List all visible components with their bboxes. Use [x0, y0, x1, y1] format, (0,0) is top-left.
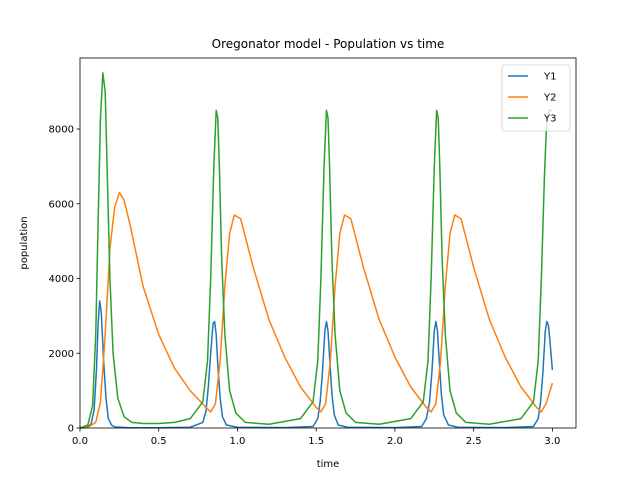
legend: Y1 Y2 Y3 [501, 64, 571, 132]
x-axis: 0.0 0.5 1.0 1.5 2.0 2.5 3.0 [72, 428, 560, 447]
chart-title: Oregonator model - Population vs time [212, 37, 445, 51]
y-axis: 0 2000 4000 6000 8000 [49, 125, 80, 435]
x-tick-label: 1.5 [308, 436, 324, 447]
x-axis-label: time [317, 459, 340, 470]
y-axis-label: population [19, 216, 30, 269]
x-tick-label: 0.0 [72, 436, 88, 447]
x-tick-label: 2.0 [387, 436, 403, 447]
series-line-y1 [79, 300, 554, 429]
x-tick-label: 0.5 [151, 436, 167, 447]
series-line-y3 [79, 72, 553, 429]
y-tick-label: 6000 [49, 199, 74, 210]
y-tick-label: 4000 [49, 274, 74, 285]
x-tick-label: 3.0 [544, 436, 560, 447]
plot-area [79, 72, 554, 429]
y-tick-label: 8000 [49, 125, 74, 136]
x-tick-label: 2.5 [466, 436, 482, 447]
legend-label-y2: Y2 [543, 93, 556, 104]
legend-label-y3: Y3 [543, 114, 556, 125]
y-tick-label: 0 [68, 424, 74, 435]
legend-label-y1: Y1 [543, 72, 556, 83]
y-tick-label: 2000 [49, 349, 74, 360]
legend-box [501, 64, 571, 132]
plot-frame [79, 57, 577, 429]
x-tick-label: 1.0 [230, 436, 246, 447]
series-line-y2 [79, 191, 554, 429]
